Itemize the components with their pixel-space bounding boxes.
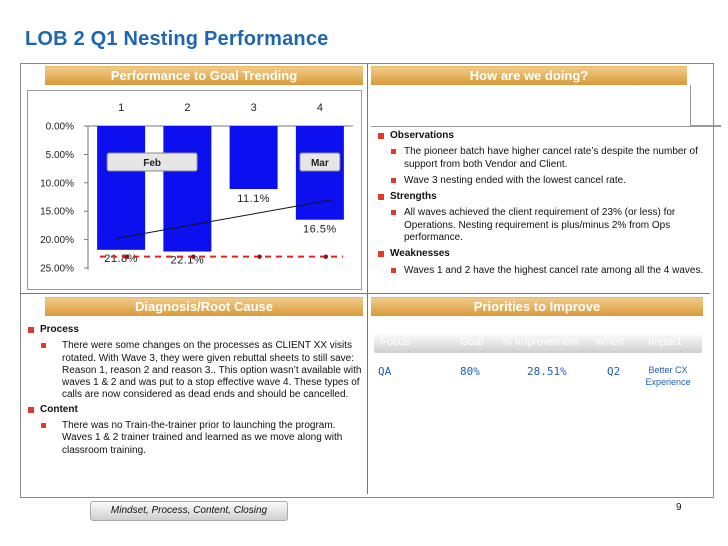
chart-bar: [163, 126, 212, 252]
trend-line: [116, 199, 332, 239]
x-category-label: 1: [118, 102, 124, 114]
priority-col-when: When: [595, 336, 624, 348]
goal-marker: [323, 254, 329, 259]
diagnosis-bullets: Process There were some changes on the p…: [26, 324, 362, 457]
slide-outer-frame: [20, 63, 714, 498]
month-label-box: [299, 152, 341, 172]
process-text: There were some changes on the processes…: [26, 340, 362, 401]
strength-item-1: All waves achieved the client requiremen…: [376, 207, 706, 244]
observations-label: Observations: [376, 130, 706, 142]
trend-header: Performance to Goal Trending: [45, 66, 363, 85]
strengths-label: Strengths: [376, 191, 706, 203]
doing-header-box: [690, 85, 721, 127]
trend-chart-svg: 0.00% 5.00% 10.00% 15.00% 20.00% 25.00% 1 21.8%…: [40, 102, 353, 275]
diagnosis-header: Diagnosis/Root Cause: [45, 297, 363, 316]
doing-bullets: Observations The pioneer batch have high…: [376, 130, 706, 277]
x-category-label: 2: [184, 102, 190, 114]
priority-col-goal: Goal: [460, 336, 484, 348]
x-category-label: 3: [251, 102, 257, 114]
priorities-header-row: [374, 333, 702, 353]
y-tick-label: 10.00%: [40, 178, 74, 189]
y-tick-label: 5.00%: [46, 150, 74, 161]
process-label: Process: [26, 324, 362, 336]
page-number: 9: [676, 502, 682, 513]
x-category-label: 4: [317, 102, 323, 114]
footer-pill: Mindset, Process, Content, Closing: [90, 501, 288, 521]
bar-value-label: 16.5%: [303, 224, 337, 236]
priority-improvement-value: 28.51%: [527, 365, 567, 378]
priority-goal-value: 80%: [460, 365, 480, 378]
chart-bar: [295, 126, 344, 220]
chart-bar: [229, 126, 278, 190]
goal-marker: [257, 254, 262, 259]
bar-value-label: 11.1%: [237, 193, 270, 205]
content-text: There was no Train-the-trainer prior to …: [26, 420, 362, 457]
trend-chart: 0.00% 5.00% 10.00% 15.00% 20.00% 25.00% 1 21.8%…: [27, 90, 362, 290]
y-tick-label: 20.00%: [40, 235, 74, 246]
chart-bar: [97, 126, 146, 250]
content-label: Content: [26, 404, 362, 416]
priority-col-impact: Impact: [648, 336, 682, 348]
priority-focus-value: QA: [378, 365, 392, 378]
vertical-divider: [367, 64, 368, 494]
priorities-header: Priorities to Improve: [371, 297, 703, 316]
priority-col-improvement: % Improvement: [502, 336, 580, 348]
bar-value-label: 21.8%: [104, 253, 138, 265]
doing-divider: [371, 126, 691, 127]
doing-header: How are we doing?: [371, 66, 687, 85]
month-label-box: [106, 152, 198, 172]
horizontal-divider: [20, 293, 710, 294]
y-tick-label: 15.00%: [40, 207, 74, 218]
priority-col-focus: Focus: [380, 336, 410, 348]
weaknesses-label: Weaknesses: [376, 248, 706, 260]
weakness-item-1: Waves 1 and 2 have the highest cancel ra…: [376, 265, 706, 277]
y-tick-label: 25.00%: [40, 264, 74, 275]
observation-item-2: Wave 3 nesting ended with the lowest can…: [376, 175, 706, 187]
observation-item-1: The pioneer batch have higher cancel rat…: [376, 146, 706, 171]
priority-when-value: Q2: [607, 365, 621, 378]
goal-marker: [191, 254, 196, 259]
goal-marker: [124, 254, 130, 259]
slide-title: LOB 2 Q1 Nesting Performance: [25, 28, 329, 50]
priority-impact-value: Better CX Experience: [645, 365, 691, 387]
month-label: Mar: [311, 158, 329, 169]
y-tick-label: 0.00%: [46, 122, 74, 133]
month-label: Feb: [143, 158, 161, 169]
